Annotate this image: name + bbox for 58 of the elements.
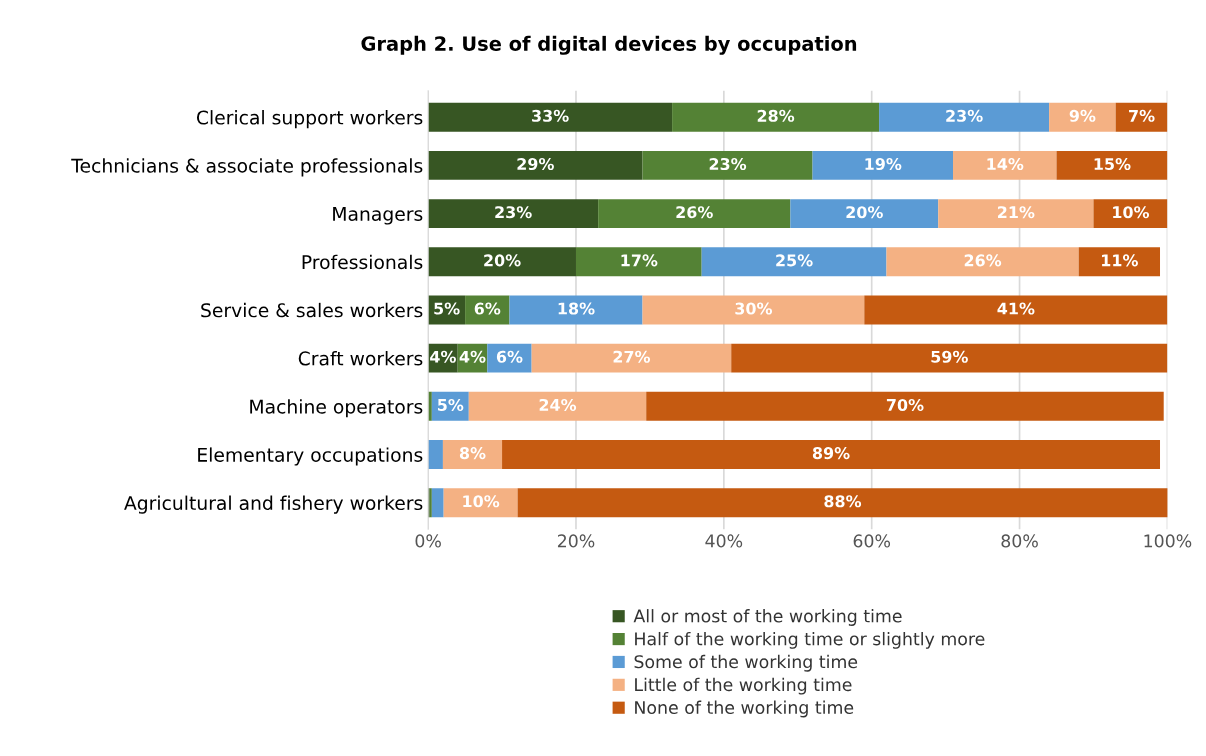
y-tick-label: Elementary occupations [198, 447, 423, 466]
data-label: 29% [517, 157, 554, 171]
x-tick-label: 60% [853, 534, 891, 548]
data-label: 23% [709, 157, 747, 171]
chart-title: Graph 2. Use of digital devices by occupation [361, 35, 857, 55]
legend-label: Some of the working time [634, 654, 858, 672]
data-label: 21% [998, 206, 1035, 219]
data-label: 88% [824, 495, 862, 508]
x-tick-label: 100% [1144, 534, 1192, 548]
data-label: 20% [484, 254, 521, 267]
data-label: 28% [757, 109, 795, 122]
y-tick-label: Craft workers [298, 351, 423, 366]
data-label: 20% [846, 206, 883, 219]
data-label: 7% [1129, 109, 1155, 122]
data-label: 9% [1069, 109, 1096, 122]
y-tick-label: Professionals [302, 254, 423, 270]
y-tick-label: Agricultural and fishery workers [124, 495, 423, 514]
data-label: 18% [558, 302, 595, 315]
data-label: 30% [735, 302, 773, 315]
data-label: 15% [1094, 157, 1131, 171]
data-label: 17% [621, 254, 658, 267]
y-tick-label: Clerical support workers [196, 110, 423, 129]
data-label: 70% [886, 398, 924, 411]
data-label: 41% [997, 302, 1035, 315]
x-tick-label: 80% [1001, 534, 1038, 548]
y-tick-label: Machine operators [250, 399, 423, 418]
data-label: 10% [1113, 206, 1150, 219]
y-tick-label: Technicians & associate professionals [71, 158, 423, 177]
x-tick-label: 20% [557, 534, 595, 548]
data-label: 26% [964, 254, 1002, 267]
data-label: 4% [459, 350, 486, 363]
y-tick-label: Service & sales workers [201, 302, 423, 318]
data-label: 5% [434, 302, 460, 315]
data-label: 23% [495, 206, 532, 219]
data-label: 6% [496, 350, 523, 363]
x-tick-label: 40% [705, 534, 743, 548]
data-label: 59% [931, 350, 968, 363]
data-label: 23% [946, 109, 983, 122]
data-label: 8% [459, 447, 486, 460]
data-label: 10% [463, 495, 500, 508]
data-label: 14% [987, 157, 1024, 171]
legend-label: Half of the working time or slightly more [635, 631, 985, 649]
x-tick-label: 0% [415, 534, 441, 548]
data-label: 27% [613, 350, 651, 363]
data-label: 24% [539, 398, 577, 411]
legend-label: All or most of the working time [633, 609, 902, 626]
legend-label: Little of the working time [635, 677, 852, 695]
data-label: 11% [1102, 254, 1138, 267]
data-label: 19% [865, 157, 902, 171]
y-tick-label: Managers [333, 207, 423, 225]
data-label: 89% [812, 447, 850, 460]
legend-label: None of the working time [635, 700, 854, 718]
data-label: 4% [430, 350, 456, 363]
data-label: 6% [474, 302, 501, 315]
data-label: 25% [776, 254, 813, 267]
data-label: 26% [676, 206, 713, 219]
data-label: 33% [532, 109, 569, 122]
data-label: 5% [437, 398, 464, 411]
